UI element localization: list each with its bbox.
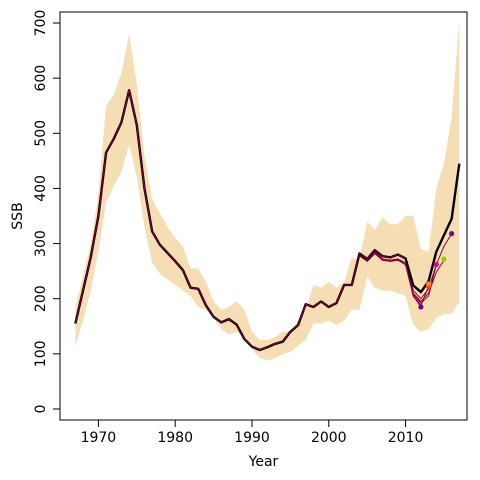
terminal-point-0 (418, 304, 424, 310)
series-layer (74, 89, 461, 352)
x-tick-label: 1970 (81, 430, 117, 446)
y-axis-title: SSB (10, 202, 26, 229)
x-axis: 1970 1980 1990 2000 2010 (81, 419, 424, 446)
terminal-point-2 (426, 281, 432, 287)
x-axis-title: Year (248, 454, 279, 470)
terminal-point-3 (433, 261, 439, 268)
y-tick-label: 500 (33, 120, 49, 147)
y-tick-label: 400 (33, 175, 49, 202)
x-tick-label: 2010 (388, 430, 424, 446)
y-tick-label: 200 (33, 285, 49, 312)
x-tick-label: 1990 (234, 430, 270, 446)
terminal-point-4 (441, 256, 447, 262)
x-tick-label: 1980 (157, 430, 193, 446)
y-tick-label: 700 (33, 10, 49, 37)
y-axis: 0 100 200 300 400 500 600 700 (33, 10, 61, 414)
ssb-main-overlay-line (74, 89, 406, 351)
y-tick-label: 100 (33, 340, 49, 367)
terminal-point-5 (449, 231, 455, 237)
x-tick-label: 2000 (311, 430, 347, 446)
y-tick-label: 600 (33, 65, 49, 92)
y-tick-label: 300 (33, 230, 49, 257)
confidence-band-layer (75, 20, 460, 361)
terminal-points-layer (418, 231, 455, 310)
confidence-band (75, 20, 460, 361)
y-tick-label: 0 (33, 405, 49, 414)
